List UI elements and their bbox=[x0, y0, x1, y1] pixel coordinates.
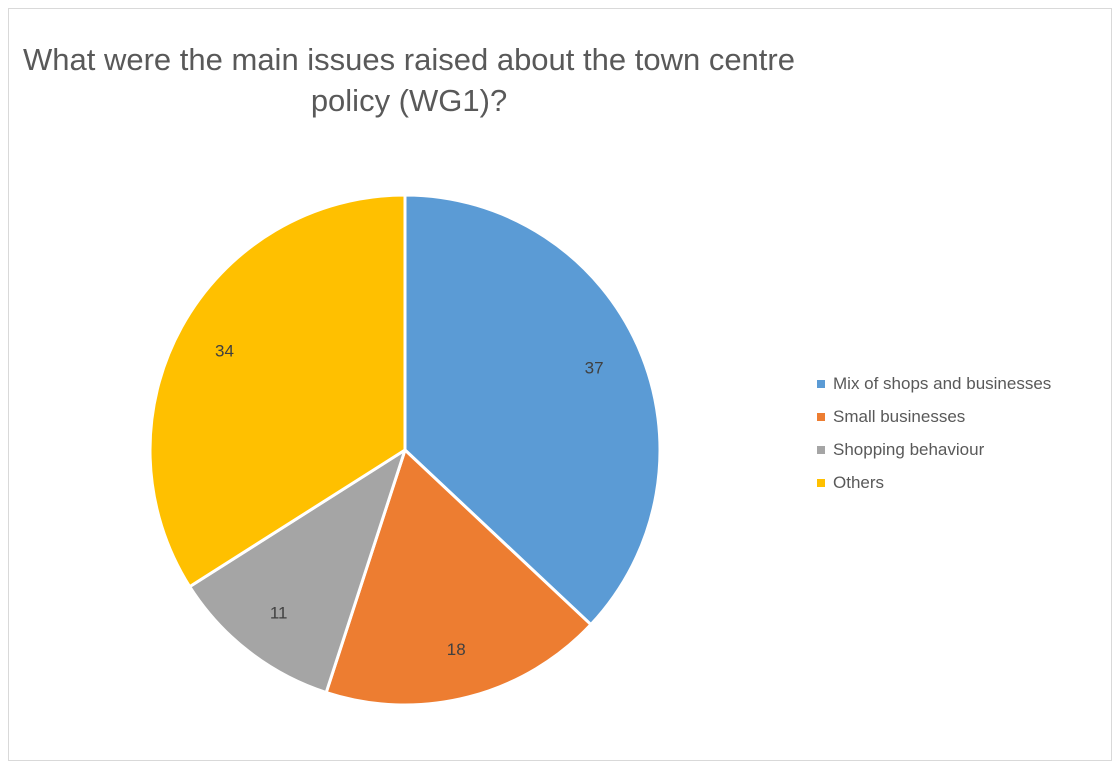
legend-label-others: Others bbox=[833, 472, 885, 492]
legend-item-shopping-behaviour: Shopping behaviour bbox=[817, 433, 1051, 466]
pie-slice-small-businesses bbox=[324, 448, 593, 707]
pie-slice-mix-of-shops bbox=[403, 193, 662, 627]
legend-swatch-mix-of-shops bbox=[817, 379, 825, 388]
legend-swatch-small-businesses bbox=[817, 412, 825, 421]
data-label-small-businesses: 18 bbox=[447, 640, 466, 659]
legend-label-shopping-behaviour: Shopping behaviour bbox=[833, 439, 985, 459]
legend-item-others: Others bbox=[817, 466, 1051, 499]
data-label-shopping-behaviour: 11 bbox=[270, 603, 288, 622]
legend-item-mix-of-shops: Mix of shops and businesses bbox=[817, 367, 1051, 400]
data-label-mix-of-shops: 37 bbox=[585, 359, 604, 378]
chart-title-line-1: What were the main issues raised about t… bbox=[23, 42, 795, 77]
legend-label-mix-of-shops: Mix of shops and businesses bbox=[833, 373, 1052, 393]
legend-label-small-businesses: Small businesses bbox=[833, 406, 966, 426]
legend: Mix of shops and businesses Small busine… bbox=[817, 367, 1051, 499]
legend-swatch-shopping-behaviour bbox=[817, 445, 825, 454]
pie-chart: 37 18 11 34 bbox=[148, 193, 662, 707]
legend-item-small-businesses: Small businesses bbox=[817, 400, 1051, 433]
pie-slice-others bbox=[148, 193, 407, 589]
chart-title: What were the main issues raised about t… bbox=[9, 39, 809, 121]
data-label-others: 34 bbox=[215, 341, 234, 360]
legend-swatch-others bbox=[817, 478, 825, 487]
chart-title-line-2: policy (WG1)? bbox=[310, 83, 508, 118]
pie-slice-shopping-behaviour bbox=[188, 448, 407, 695]
chart-area: What were the main issues raised about t… bbox=[8, 8, 1112, 761]
